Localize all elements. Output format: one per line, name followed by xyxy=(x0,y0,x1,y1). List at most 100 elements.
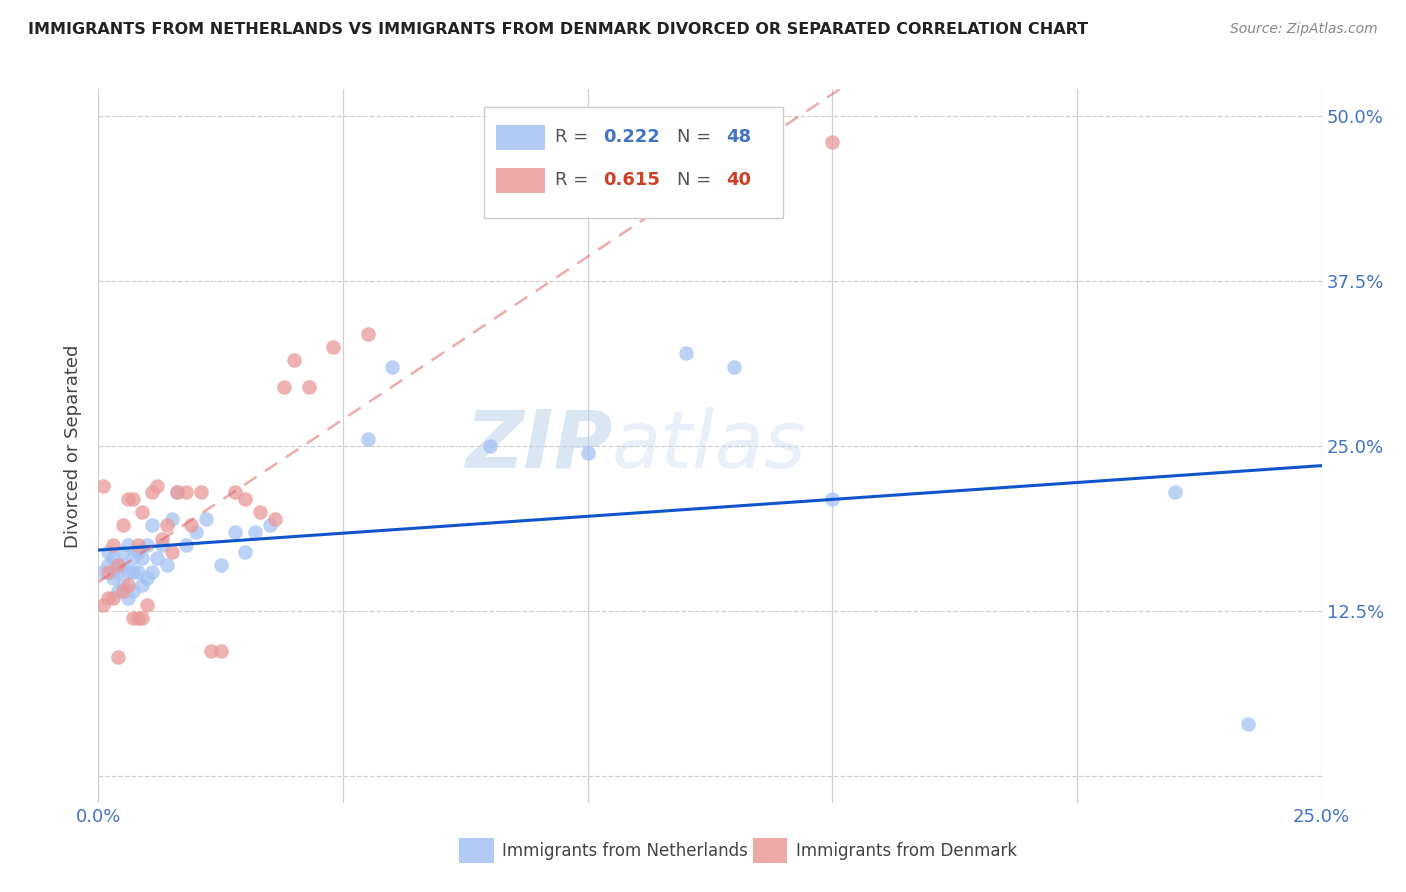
Point xyxy=(576,445,599,459)
Text: N =: N = xyxy=(678,128,717,146)
Text: R =: R = xyxy=(555,171,593,189)
Bar xyxy=(460,838,494,863)
Point xyxy=(107,558,129,572)
Point xyxy=(233,545,256,559)
Point xyxy=(127,611,149,625)
Text: IMMIGRANTS FROM NETHERLANDS VS IMMIGRANTS FROM DENMARK DIVORCED OR SEPARATED COR: IMMIGRANTS FROM NETHERLANDS VS IMMIGRANT… xyxy=(28,22,1088,37)
Point xyxy=(249,505,271,519)
Point xyxy=(166,485,188,500)
Text: R =: R = xyxy=(555,128,593,146)
Point xyxy=(356,326,378,341)
Point xyxy=(127,538,149,552)
Point xyxy=(97,591,120,605)
Point xyxy=(356,433,378,447)
Point xyxy=(259,518,281,533)
Point xyxy=(121,565,143,579)
Point xyxy=(97,545,120,559)
Text: 0.222: 0.222 xyxy=(603,128,661,146)
Point xyxy=(224,485,246,500)
Point xyxy=(176,485,198,500)
Point xyxy=(141,565,163,579)
Bar xyxy=(496,168,546,193)
Bar xyxy=(496,125,546,150)
Text: 48: 48 xyxy=(725,128,751,146)
Point xyxy=(675,346,697,360)
Point xyxy=(141,485,163,500)
Point xyxy=(243,524,266,539)
Text: 0.615: 0.615 xyxy=(603,171,661,189)
Point xyxy=(127,565,149,579)
Point xyxy=(156,518,179,533)
Point xyxy=(723,359,745,374)
Point xyxy=(166,485,188,500)
Point xyxy=(195,511,218,525)
Point xyxy=(1237,716,1260,731)
Point xyxy=(273,379,295,393)
Text: N =: N = xyxy=(678,171,717,189)
Point xyxy=(101,538,124,552)
Point xyxy=(186,524,208,539)
Point xyxy=(107,558,129,572)
Point xyxy=(180,518,202,533)
Point xyxy=(111,518,134,533)
Point xyxy=(131,505,153,519)
FancyBboxPatch shape xyxy=(484,107,783,218)
Point xyxy=(127,545,149,559)
Point xyxy=(131,551,153,566)
Point xyxy=(91,598,114,612)
Point xyxy=(131,578,153,592)
Point xyxy=(150,538,173,552)
Text: ZIP: ZIP xyxy=(465,407,612,485)
Point xyxy=(101,565,124,579)
Point xyxy=(91,478,114,492)
Point xyxy=(111,545,134,559)
Text: 40: 40 xyxy=(725,171,751,189)
Point xyxy=(117,491,139,506)
Point xyxy=(121,611,143,625)
Point xyxy=(117,565,139,579)
Point xyxy=(136,571,159,585)
Text: atlas: atlas xyxy=(612,407,807,485)
Point xyxy=(821,491,844,506)
Point xyxy=(107,650,129,665)
Point xyxy=(91,565,114,579)
Point xyxy=(136,598,159,612)
Point xyxy=(136,538,159,552)
Point xyxy=(97,558,120,572)
Text: Immigrants from Netherlands: Immigrants from Netherlands xyxy=(502,842,748,860)
Point xyxy=(176,538,198,552)
Point xyxy=(107,565,129,579)
Point xyxy=(224,524,246,539)
Point xyxy=(160,511,183,525)
Point xyxy=(101,571,124,585)
Point xyxy=(131,611,153,625)
Point xyxy=(97,565,120,579)
Y-axis label: Divorced or Separated: Divorced or Separated xyxy=(65,344,83,548)
Point xyxy=(101,591,124,605)
Point xyxy=(263,511,285,525)
Point xyxy=(121,584,143,599)
Point xyxy=(1164,485,1187,500)
Point xyxy=(146,551,169,566)
Point xyxy=(478,439,501,453)
Point xyxy=(111,558,134,572)
Point xyxy=(381,359,404,374)
Bar xyxy=(752,838,787,863)
Point xyxy=(322,340,344,354)
Point xyxy=(190,485,212,500)
Point xyxy=(117,538,139,552)
Point xyxy=(156,558,179,572)
Point xyxy=(117,578,139,592)
Point xyxy=(111,578,134,592)
Point xyxy=(233,491,256,506)
Point xyxy=(298,379,321,393)
Point xyxy=(121,491,143,506)
Point xyxy=(283,353,305,368)
Point xyxy=(141,518,163,533)
Point xyxy=(117,591,139,605)
Text: Immigrants from Denmark: Immigrants from Denmark xyxy=(796,842,1017,860)
Point xyxy=(160,545,183,559)
Point xyxy=(209,558,232,572)
Point xyxy=(146,478,169,492)
Point xyxy=(121,551,143,566)
